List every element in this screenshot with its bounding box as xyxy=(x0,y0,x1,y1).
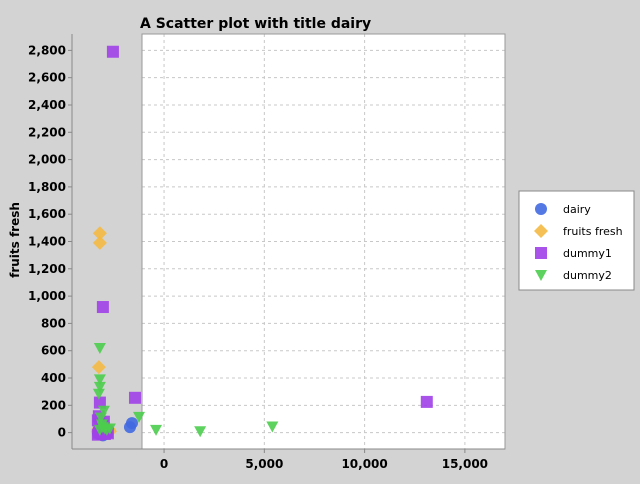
y-tick-label: 2,000 xyxy=(28,153,66,167)
data-point xyxy=(150,424,163,436)
data-point xyxy=(92,235,107,250)
legend-marker xyxy=(535,270,547,281)
y-tick-label: 0 xyxy=(58,426,66,440)
data-point xyxy=(93,342,106,354)
data-point xyxy=(128,391,141,404)
y-tick-label: 600 xyxy=(41,344,66,358)
y-tick-label: 1,400 xyxy=(28,235,66,249)
y-tick-label: 1,200 xyxy=(28,262,66,276)
data-point xyxy=(125,417,138,430)
y-axis: 0 200 400 600 800 1,000 1,200 1,400 1,600 1,800 2,… xyxy=(28,34,73,449)
data-point xyxy=(103,423,116,435)
data-point xyxy=(420,395,433,408)
data-point xyxy=(106,45,119,58)
data-point xyxy=(93,374,106,386)
y-tick-label: 2,400 xyxy=(28,98,66,112)
plot-area xyxy=(141,33,506,450)
legend-label: dummy1 xyxy=(563,247,612,260)
data-point xyxy=(97,405,110,417)
data-points xyxy=(90,45,433,442)
y-tick-label: 200 xyxy=(41,398,66,412)
y-axis-label: fruits fresh xyxy=(8,202,22,278)
x-tick-label: 10,000 xyxy=(341,457,387,471)
y-tick-label: 1,800 xyxy=(28,180,66,194)
y-tick-label: 1,000 xyxy=(28,289,66,303)
y-tick-label: 2,600 xyxy=(28,71,66,85)
data-point xyxy=(92,388,105,400)
x-axis: 0 5,000 10,000 15,000 xyxy=(72,448,505,471)
legend-marker xyxy=(534,224,548,238)
y-tick-label: 2,800 xyxy=(28,43,66,57)
y-tick-label: 1,600 xyxy=(28,207,66,221)
data-point xyxy=(94,412,107,424)
legend-label: fruits fresh xyxy=(563,225,623,238)
data-point xyxy=(96,301,109,314)
x-tick-label: 15,000 xyxy=(442,457,488,471)
y-tick-label: 2,200 xyxy=(28,125,66,139)
data-point xyxy=(92,226,107,241)
data-point xyxy=(93,381,106,393)
x-tick-label: 5,000 xyxy=(245,457,283,471)
y-tick-label: 400 xyxy=(41,371,66,385)
legend-label: dairy xyxy=(563,203,591,216)
legend-marker xyxy=(535,203,547,215)
legend-marker xyxy=(535,247,547,259)
x-tick-label: 0 xyxy=(160,457,168,471)
data-point xyxy=(194,426,207,438)
data-point xyxy=(266,421,279,433)
series-dummy2 xyxy=(92,342,279,438)
legend-label: dummy2 xyxy=(563,269,612,282)
data-point xyxy=(132,411,145,423)
data-point xyxy=(93,396,106,409)
legend: dairy fruits fresh dummy1 dummy2 xyxy=(518,190,635,291)
y-tick-label: 800 xyxy=(41,316,66,330)
chart-title: A Scatter plot with title dairy xyxy=(140,16,371,32)
data-point xyxy=(91,360,106,375)
